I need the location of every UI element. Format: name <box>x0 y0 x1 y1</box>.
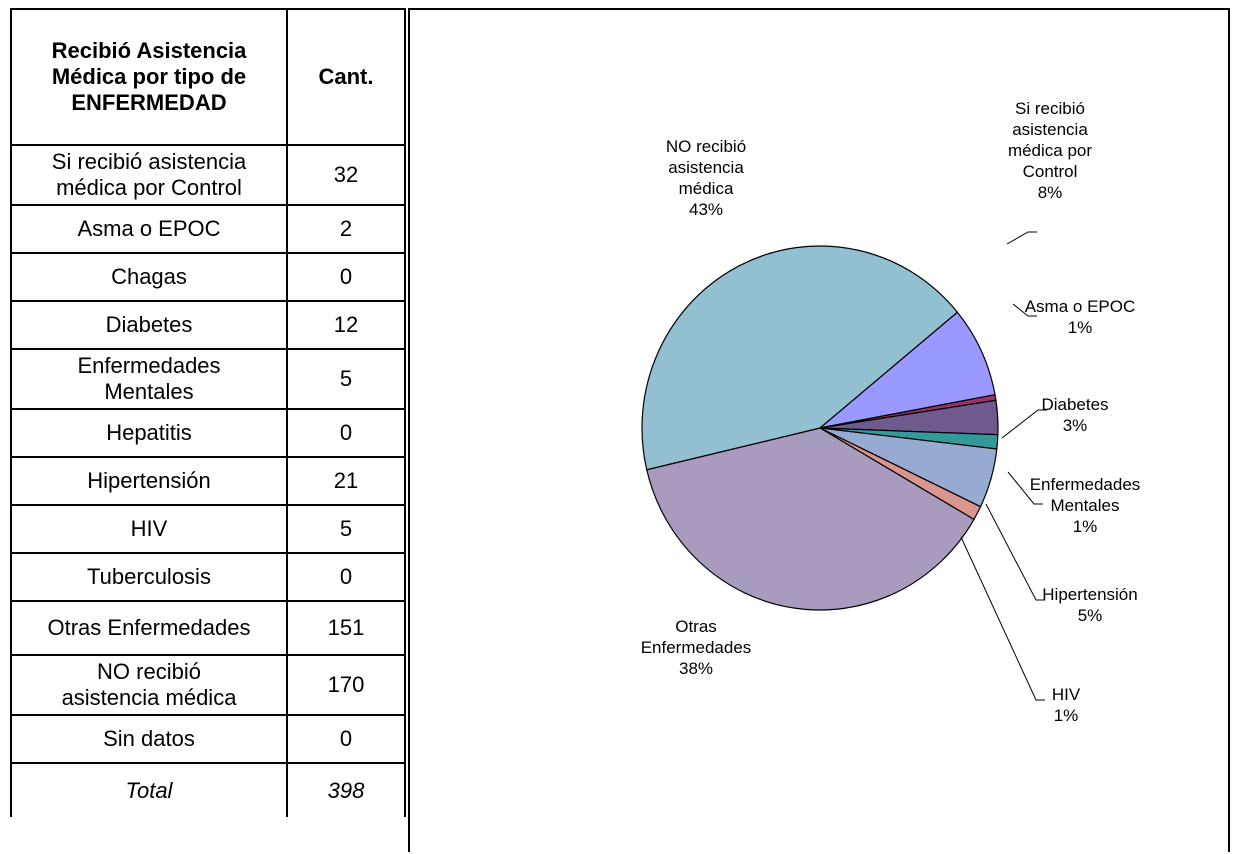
pie-label-line: 5% <box>1078 606 1103 625</box>
row-label: Hipertensión <box>11 457 287 505</box>
row-count: 151 <box>287 601 405 655</box>
row-count: 0 <box>287 715 405 763</box>
table-row: HIV 5 <box>11 505 405 553</box>
row-label-line: Tuberculosis <box>16 564 282 590</box>
table-row: Si recibió asistencia médica por Control 3… <box>11 145 405 205</box>
row-count: 12 <box>287 301 405 349</box>
row-count: 5 <box>287 349 405 409</box>
pie-label-line: asistencia <box>1012 120 1088 139</box>
pie-label-line: 43% <box>689 200 723 219</box>
pie-label-line: Enfermedades <box>641 638 752 657</box>
total-label: Total <box>11 763 287 817</box>
row-label-line: médica por Control <box>16 175 282 201</box>
table-row: Chagas 0 <box>11 253 405 301</box>
header-category-line: Médica por tipo de <box>16 64 282 90</box>
row-label-line: Chagas <box>16 264 282 290</box>
table-header-row: Recibió Asistencia Médica por tipo de EN… <box>11 9 405 145</box>
row-label: Hepatitis <box>11 409 287 457</box>
pie-slice-label: Hipertensión 5% <box>1042 585 1137 625</box>
row-label-line: Hepatitis <box>16 420 282 446</box>
row-label: Asma o EPOC <box>11 205 287 253</box>
table-body: Si recibió asistencia médica por Control 3… <box>11 145 405 763</box>
pie-slice-label: Enfermedades Mentales 1% <box>1030 475 1141 536</box>
row-count: 0 <box>287 409 405 457</box>
table-row: Hipertensión 21 <box>11 457 405 505</box>
pie-leader-line <box>961 537 1045 700</box>
pie-label-line: 38% <box>679 659 713 678</box>
pie-slice-label: Otras Enfermedades 38% <box>641 617 752 678</box>
pie-label-line: 1% <box>1068 318 1093 337</box>
pie-label-line: asistencia <box>668 158 744 177</box>
pie-label-line: 3% <box>1063 416 1088 435</box>
pie-slice-label: Asma o EPOC 1% <box>1025 297 1136 337</box>
table-row: Diabetes 12 <box>11 301 405 349</box>
row-label-line: asistencia médica <box>16 685 282 711</box>
table-row: Enfermedades Mentales 5 <box>11 349 405 409</box>
pie-leader-line <box>1007 232 1037 244</box>
row-label: Tuberculosis <box>11 553 287 601</box>
row-count: 5 <box>287 505 405 553</box>
pie-chart: Si recibió asistencia médica por Control 8% A… <box>410 10 1232 854</box>
table-row: Otras Enfermedades 151 <box>11 601 405 655</box>
pie-leader-line <box>1002 410 1047 438</box>
table-row: NO recibió asistencia médica 170 <box>11 655 405 715</box>
header-category-line: ENFERMEDAD <box>16 90 282 116</box>
row-label-line: Diabetes <box>16 312 282 338</box>
pie-slice-label: Diabetes 3% <box>1041 395 1108 435</box>
pie-label-line: Si recibió <box>1015 99 1085 118</box>
header-category-line: Recibió Asistencia <box>16 38 282 64</box>
table-row: Sin datos 0 <box>11 715 405 763</box>
pie-label-line: HIV <box>1052 685 1081 704</box>
row-label-line: Sin datos <box>16 726 282 752</box>
row-label-line: Hipertensión <box>16 468 282 494</box>
row-label: Otras Enfermedades <box>11 601 287 655</box>
pie-label-line: Mentales <box>1051 496 1120 515</box>
total-count: 398 <box>287 763 405 817</box>
data-table: Recibió Asistencia Médica por tipo de EN… <box>10 8 406 817</box>
pie-label-line: Hipertensión <box>1042 585 1137 604</box>
row-count: 21 <box>287 457 405 505</box>
row-count: 0 <box>287 253 405 301</box>
header-count: Cant. <box>287 9 405 145</box>
pie-label-line: médica <box>679 179 734 198</box>
row-label-line: Mentales <box>16 379 282 405</box>
pie-label-line: 8% <box>1038 183 1063 202</box>
pie-slice-label: HIV 1% <box>1052 685 1081 725</box>
pie-slice-label: Si recibió asistencia médica por Control 8% <box>1008 99 1092 202</box>
table-row: Asma o EPOC 2 <box>11 205 405 253</box>
row-label: Chagas <box>11 253 287 301</box>
pie-slice-label: NO recibió asistencia médica 43% <box>666 137 746 219</box>
table-row: Hepatitis 0 <box>11 409 405 457</box>
pie-label-line: Enfermedades <box>1030 475 1141 494</box>
pie-label-line: Diabetes <box>1041 395 1108 414</box>
row-label-line: Enfermedades <box>16 353 282 379</box>
row-label-line: Asma o EPOC <box>16 216 282 242</box>
row-label-line: HIV <box>16 516 282 542</box>
row-label: NO recibió asistencia médica <box>11 655 287 715</box>
row-count: 2 <box>287 205 405 253</box>
row-label: Enfermedades Mentales <box>11 349 287 409</box>
pie-label-line: Control <box>1023 162 1078 181</box>
pie-leader-line <box>986 504 1045 600</box>
pie-label-line: médica por <box>1008 141 1092 160</box>
row-label-line: NO recibió <box>16 659 282 685</box>
table-row: Tuberculosis 0 <box>11 553 405 601</box>
pie-label-line: 1% <box>1054 706 1079 725</box>
header-category: Recibió Asistencia Médica por tipo de EN… <box>11 9 287 145</box>
table-total-row: Total 398 <box>11 763 405 817</box>
pie-label-line: 1% <box>1073 517 1098 536</box>
row-label-line: Si recibió asistencia <box>16 149 282 175</box>
row-count: 32 <box>287 145 405 205</box>
row-label-line: Otras Enfermedades <box>16 615 282 641</box>
row-label: Diabetes <box>11 301 287 349</box>
row-label: HIV <box>11 505 287 553</box>
pie-label-line: Asma o EPOC <box>1025 297 1136 316</box>
row-count: 170 <box>287 655 405 715</box>
row-label: Sin datos <box>11 715 287 763</box>
pie-label-line: Otras <box>675 617 717 636</box>
chart-panel: Si recibió asistencia médica por Control 8% A… <box>408 8 1230 852</box>
row-count: 0 <box>287 553 405 601</box>
row-label: Si recibió asistencia médica por Control <box>11 145 287 205</box>
pie-label-line: NO recibió <box>666 137 746 156</box>
